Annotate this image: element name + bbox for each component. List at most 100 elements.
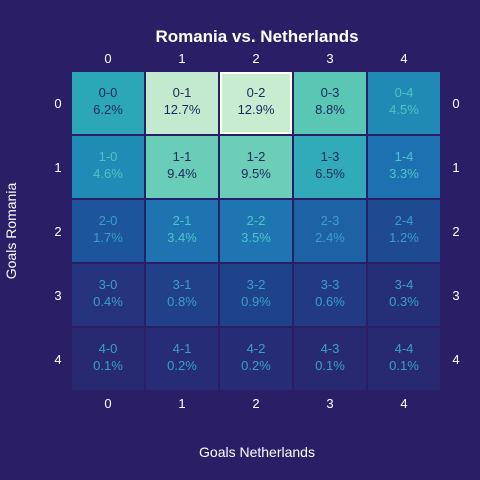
heatmap-cell: 2-4 1.2% [368,200,440,262]
tick-label: 3 [326,396,333,411]
tick-label: 1 [178,396,185,411]
cell-probability-label: 4.5% [389,102,419,117]
heatmap-cell: 3-1 0.8% [146,264,218,326]
chart-title: Romania vs. Netherlands [155,27,358,46]
cell-probability-label: 4.6% [93,166,123,181]
heatmap-cell: 4-0 0.1% [72,328,144,390]
cell-rect [72,264,144,326]
cell-probability-label: 3.3% [389,166,419,181]
heatmap-cell: 0-0 6.2% [72,72,144,134]
heatmap-cell: 4-4 0.1% [368,328,440,390]
cell-score-label: 1-2 [247,149,266,164]
tick-label: 4 [400,396,407,411]
heatmap-cell: 4-1 0.2% [146,328,218,390]
cell-probability-label: 0.1% [93,358,123,373]
y-axis-left-ticks: 0 1 2 3 4 [54,96,61,367]
cell-probability-label: 8.8% [315,102,345,117]
cell-probability-label: 12.7% [164,102,201,117]
cell-score-label: 0-4 [395,85,414,100]
cell-rect [72,328,144,390]
cell-score-label: 2-3 [321,213,340,228]
cell-probability-label: 0.1% [315,358,345,373]
cell-rect [220,264,292,326]
cell-rect [72,72,144,134]
cell-probability-label: 0.2% [167,358,197,373]
heatmap-cell: 3-3 0.6% [294,264,366,326]
tick-label: 2 [452,224,459,239]
cell-probability-label: 6.2% [93,102,123,117]
cell-probability-label: 0.3% [389,294,419,309]
cell-probability-label: 0.9% [241,294,271,309]
cell-probability-label: 0.4% [93,294,123,309]
x-axis-top-ticks: 0 1 2 3 4 [104,51,407,66]
cell-rect [146,264,218,326]
cell-rect [220,72,292,134]
heatmap-cell: 1-1 9.4% [146,136,218,198]
tick-label: 2 [252,51,259,66]
cell-rect [368,72,440,134]
cell-score-label: 0-0 [99,85,118,100]
cell-rect [294,72,366,134]
cell-probability-label: 2.4% [315,230,345,245]
cell-score-label: 4-4 [395,341,414,356]
cell-rect [294,136,366,198]
cell-score-label: 2-0 [99,213,118,228]
cell-probability-label: 3.4% [167,230,197,245]
cell-rect [368,200,440,262]
cell-rect [146,72,218,134]
tick-label: 1 [452,160,459,175]
cell-probability-label: 9.5% [241,166,271,181]
cell-score-label: 1-0 [99,149,118,164]
cell-probability-label: 0.2% [241,358,271,373]
cell-score-label: 3-1 [173,277,192,292]
y-axis-label: Goals Romania [3,183,19,280]
cell-rect [72,200,144,262]
tick-label: 0 [104,396,111,411]
cell-score-label: 3-2 [247,277,266,292]
heatmap-cell: 3-0 0.4% [72,264,144,326]
heatmap-cell: 2-3 2.4% [294,200,366,262]
cell-probability-label: 0.1% [389,358,419,373]
tick-label: 2 [54,224,61,239]
cell-rect [294,328,366,390]
cell-rect [72,136,144,198]
x-axis-bottom-ticks: 0 1 2 3 4 [104,396,407,411]
cell-rect [220,136,292,198]
tick-label: 1 [54,160,61,175]
cell-score-label: 4-2 [247,341,266,356]
heatmap-cell: 1-0 4.6% [72,136,144,198]
cell-rect [220,200,292,262]
tick-label: 2 [252,396,259,411]
cell-score-label: 2-2 [247,213,266,228]
cell-score-label: 2-4 [395,213,414,228]
cell-score-label: 0-2 [247,85,266,100]
heatmap-cell: 2-2 3.5% [220,200,292,262]
cell-score-label: 3-0 [99,277,118,292]
cell-probability-label: 0.6% [315,294,345,309]
tick-label: 4 [54,352,61,367]
heatmap-cell: 1-4 3.3% [368,136,440,198]
tick-label: 4 [452,352,459,367]
tick-label: 3 [54,288,61,303]
cell-score-label: 4-3 [321,341,340,356]
cell-rect [146,136,218,198]
cell-score-label: 0-3 [321,85,340,100]
cell-rect [146,328,218,390]
cell-rect [368,328,440,390]
cell-rect [294,200,366,262]
heatmap-cell: 1-3 6.5% [294,136,366,198]
heatmap-cells: 0-0 6.2% 0-1 12.7% 0-2 12.9% 0-3 8.8% 0-4 4.5% 1-0… [72,72,440,390]
heatmap-cell: 0-2 12.9% [220,72,292,134]
cell-score-label: 1-4 [395,149,414,164]
heatmap-cell: 3-2 0.9% [220,264,292,326]
x-axis-label: Goals Netherlands [199,444,315,460]
heatmap-cell: 2-1 3.4% [146,200,218,262]
heatmap-cell: 1-2 9.5% [220,136,292,198]
cell-probability-label: 0.8% [167,294,197,309]
tick-label: 1 [178,51,185,66]
tick-label: 0 [452,96,459,111]
cell-rect [368,264,440,326]
cell-score-label: 4-0 [99,341,118,356]
cell-score-label: 0-1 [173,85,192,100]
